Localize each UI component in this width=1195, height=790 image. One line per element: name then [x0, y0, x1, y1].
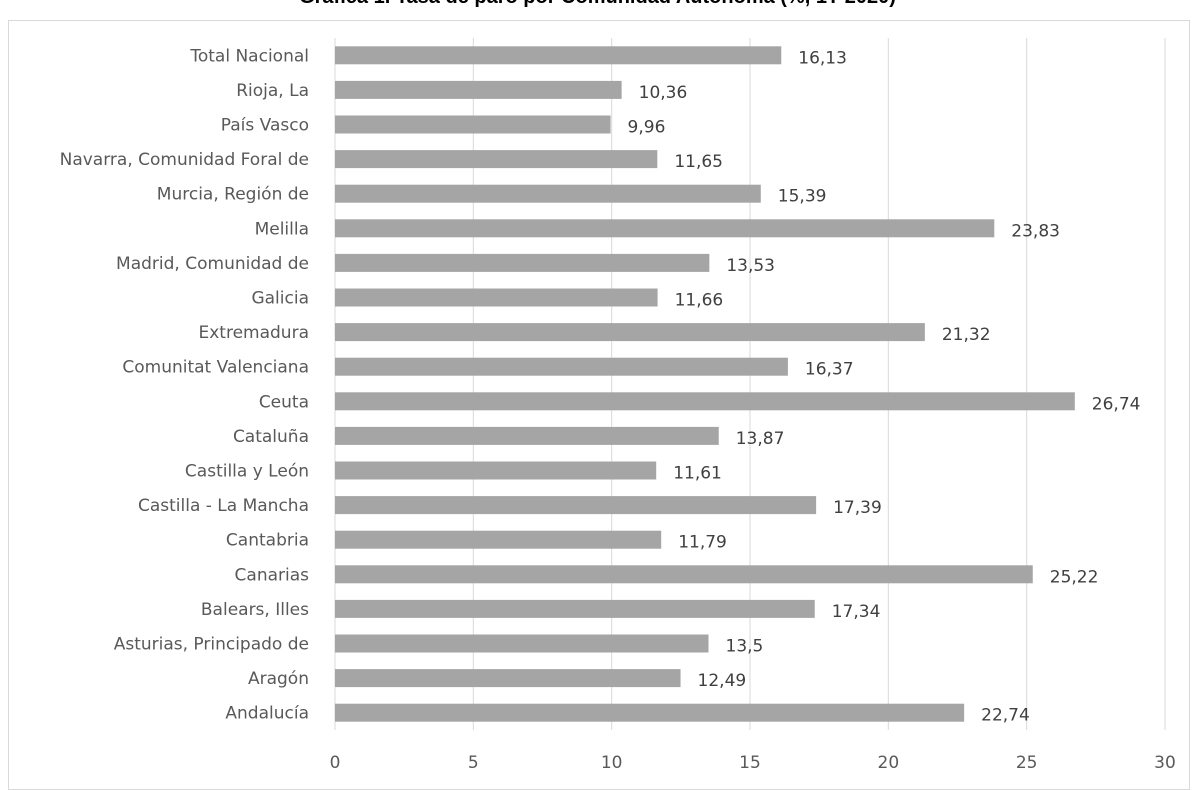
- data-label: 16,37: [805, 360, 854, 380]
- bar: [335, 426, 719, 445]
- data-label: 25,22: [1050, 567, 1099, 587]
- data-label: 26,74: [1092, 394, 1141, 414]
- category-label: Extremadura: [199, 323, 310, 343]
- bar: [335, 669, 681, 688]
- bar: [335, 80, 622, 99]
- bar: [335, 184, 761, 203]
- bar: [335, 288, 658, 307]
- category-label: Total Nacional: [189, 46, 309, 66]
- category-label: Aragón: [248, 669, 309, 689]
- x-tick-label: 20: [878, 753, 900, 773]
- bar: [335, 253, 710, 272]
- data-label: 13,87: [736, 429, 785, 449]
- x-tick-label: 25: [1016, 753, 1038, 773]
- bars: [335, 46, 1075, 722]
- bar: [335, 565, 1033, 584]
- bar: [335, 634, 709, 653]
- bar: [335, 150, 658, 169]
- bar: [335, 461, 657, 480]
- category-label: Ceuta: [259, 392, 309, 412]
- data-label: 16,13: [798, 48, 847, 68]
- data-label: 10,36: [639, 83, 688, 103]
- bar: [335, 219, 995, 238]
- bar: [335, 46, 782, 65]
- bar: [335, 392, 1075, 411]
- category-label: Asturias, Principado de: [114, 635, 309, 655]
- data-label: 13,5: [726, 637, 764, 657]
- x-tick-label: 0: [330, 753, 341, 773]
- category-label: Galicia: [251, 289, 309, 309]
- bar: [335, 496, 817, 515]
- data-label: 11,66: [675, 291, 724, 311]
- data-label: 22,74: [981, 706, 1030, 726]
- data-label: 9,96: [628, 118, 666, 138]
- category-label: Cataluña: [233, 427, 309, 447]
- category-label: Navarra, Comunidad Foral de: [60, 150, 309, 170]
- data-label: 17,34: [832, 602, 881, 622]
- data-label: 17,39: [833, 498, 882, 518]
- bar: [335, 599, 815, 618]
- data-label: 21,32: [942, 325, 991, 345]
- x-tick-label: 10: [601, 753, 623, 773]
- bar: [335, 115, 611, 134]
- category-label: Andalucía: [225, 704, 309, 724]
- category-labels: Total Nacional Rioja, La País Vasco Navarra…: [60, 46, 310, 723]
- data-label: 13,53: [726, 256, 775, 276]
- gridlines: [334, 38, 1166, 730]
- x-axis-ticks: 0 5 10 15 20 25 30: [330, 753, 1176, 773]
- category-label: Murcia, Región de: [157, 185, 309, 205]
- category-label: Rioja, La: [236, 81, 309, 101]
- data-label: 11,61: [673, 464, 722, 484]
- chart-title: Gráfica 1. Tasa de paro por Comunidad Au…: [0, 0, 1195, 9]
- category-label: País Vasco: [221, 116, 309, 136]
- x-tick-label: 5: [468, 753, 479, 773]
- bar: [335, 323, 925, 342]
- category-label: Cantabria: [226, 531, 309, 551]
- data-label: 12,49: [698, 671, 747, 691]
- x-tick-label: 30: [1154, 753, 1176, 773]
- x-tick-label: 15: [739, 753, 761, 773]
- bar: [335, 357, 788, 376]
- category-label: Comunitat Valenciana: [122, 358, 309, 378]
- data-label: 23,83: [1011, 221, 1060, 241]
- category-label: Castilla - La Mancha: [138, 496, 309, 516]
- data-label: 11,79: [678, 533, 727, 553]
- bar: [335, 530, 662, 549]
- category-label: Balears, Illes: [201, 600, 309, 620]
- data-label: 15,39: [778, 187, 827, 207]
- category-label: Madrid, Comunidad de: [116, 254, 309, 274]
- category-label: Castilla y León: [185, 462, 309, 482]
- category-label: Melilla: [255, 219, 309, 239]
- bar: [335, 703, 965, 722]
- data-label: 11,65: [674, 152, 723, 172]
- category-label: Canarias: [235, 565, 310, 585]
